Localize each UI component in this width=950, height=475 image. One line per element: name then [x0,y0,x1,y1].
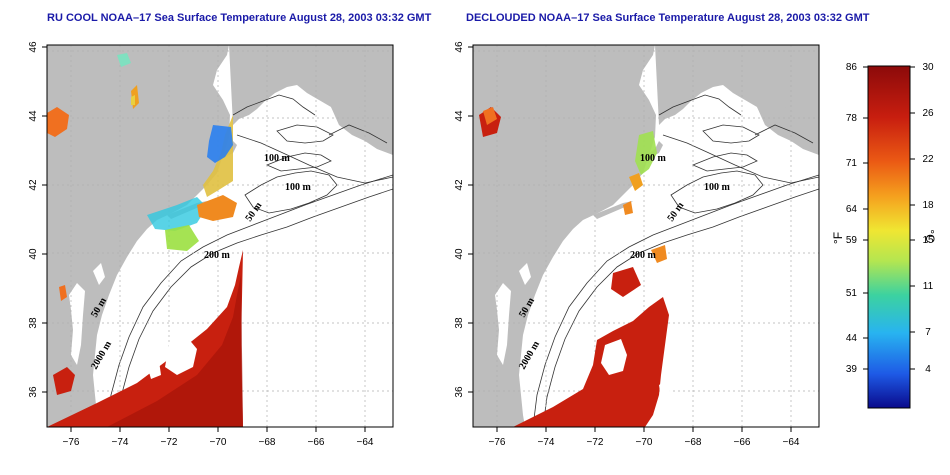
colorbar-c-tick-1: 26 [922,108,934,119]
right-x-tick-6: −64 [783,437,800,448]
colorbar-f-unit: °F [831,232,845,244]
left-x-tick-6: −64 [357,437,374,448]
colorbar-gradient [867,65,911,409]
right-y-tick-5: 36 [454,386,465,398]
right-y-tick-4: 38 [454,317,465,329]
right-map: 100 m 100 m 50 m 200 m 50 m 2000 m [473,45,819,427]
left-x-tick-5: −66 [308,437,325,448]
right-x-tick-2: −72 [587,437,604,448]
left-y-tick-5: 36 [28,386,39,398]
left-label-200m: 200 m [204,250,231,261]
right-panel-title: DECLOUDED NOAA–17 Sea Surface Temperatur… [466,12,870,24]
colorbar-c-tick-6: 7 [925,327,931,338]
colorbar-f-tick-6: 44 [846,333,858,344]
right-plot-frame [472,44,820,428]
right-y-tick-2: 42 [454,179,465,191]
colorbar-c-tick-2: 22 [922,154,934,165]
right-x-tick-4: −68 [685,437,702,448]
colorbar-f-tick-7: 39 [846,364,858,375]
colorbar-f-tick-2: 71 [846,158,858,169]
right-label-200m: 200 m [630,250,657,261]
left-label-100m-b: 100 m [285,182,312,193]
left-label-100m-a: 100 m [264,153,291,164]
left-x-tick-4: −68 [259,437,276,448]
right-label-100m-b: 100 m [704,182,731,193]
left-plot-frame [46,44,394,428]
left-x-tick-3: −70 [210,437,227,448]
colorbar-c-tick-3: 18 [922,200,934,211]
left-y-tick-1: 44 [28,110,39,122]
right-x-tick-5: −66 [734,437,751,448]
colorbar: 86 78 71 64 59 51 44 39 30 26 22 18 15 1… [831,62,937,409]
right-x-tick-3: −70 [636,437,653,448]
right-y-tick-1: 44 [454,110,465,122]
right-x-tick-0: −76 [489,437,506,448]
colorbar-c-unit: °C [923,229,937,243]
left-panel-title: RU COOL NOAA–17 Sea Surface Temperature … [47,12,432,24]
colorbar-f-tick-1: 78 [846,113,858,124]
colorbar-f-tick-5: 51 [846,288,858,299]
left-y-tick-2: 42 [28,179,39,191]
left-y-tick-0: 46 [28,41,39,53]
right-y-tick-0: 46 [454,41,465,53]
colorbar-c-tick-4: 15 [922,235,934,246]
colorbar-f-tick-4: 59 [846,235,858,246]
left-x-tick-2: −72 [161,437,178,448]
left-x-tick-1: −74 [112,437,129,448]
left-y-tick-3: 40 [28,248,39,260]
colorbar-c-tick-7: 4 [925,364,931,375]
right-y-tick-3: 40 [454,248,465,260]
colorbar-f-tick-0: 86 [846,62,858,73]
right-label-100m-a: 100 m [640,153,667,164]
colorbar-c-tick-5: 11 [923,281,934,292]
colorbar-f-tick-3: 64 [846,204,858,215]
left-x-tick-0: −76 [63,437,80,448]
left-map: 100 m 100 m 50 m 200 m 50 m 2000 m [47,45,393,427]
right-x-tick-1: −74 [538,437,555,448]
left-y-tick-4: 38 [28,317,39,329]
colorbar-c-tick-0: 30 [922,62,934,73]
